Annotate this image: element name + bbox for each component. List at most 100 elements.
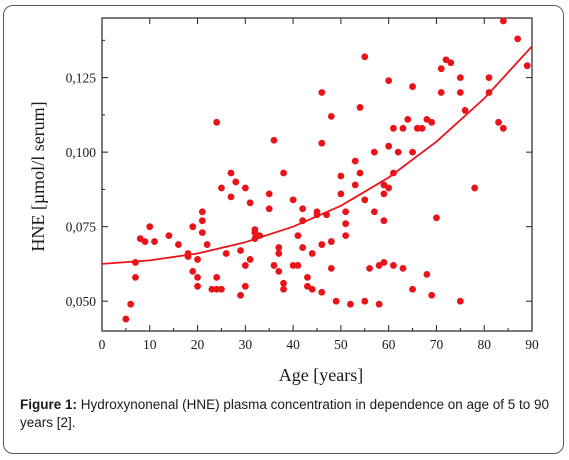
data-point [390, 262, 397, 269]
plot-frame [101, 17, 533, 332]
data-point [318, 139, 326, 147]
data-point [380, 190, 388, 198]
x-tick-label: 40 [286, 337, 300, 352]
trend-line [101, 45, 533, 265]
data-point [251, 226, 259, 234]
data-point [514, 35, 522, 43]
data-point [456, 74, 464, 82]
data-point [218, 184, 225, 192]
caption-label: Figure 1: [20, 397, 78, 412]
data-point [146, 223, 154, 231]
data-point [280, 285, 287, 293]
data-point [189, 267, 197, 275]
data-point [370, 208, 378, 216]
data-point [280, 279, 287, 287]
data-point [327, 112, 335, 120]
data-point [495, 118, 502, 126]
data-point [523, 62, 531, 70]
data-point [380, 217, 388, 225]
data-point [337, 190, 345, 198]
data-point [194, 282, 201, 290]
data-point [194, 273, 201, 281]
data-point [318, 241, 326, 248]
data-point [289, 262, 297, 269]
data-point [308, 250, 316, 257]
data-point [351, 157, 359, 165]
x-tick-label: 50 [334, 337, 348, 352]
data-point [342, 220, 350, 228]
data-point [213, 273, 221, 281]
data-point [203, 241, 211, 248]
data-point [485, 74, 493, 82]
data-point [366, 265, 373, 272]
data-point [456, 297, 464, 305]
data-point [127, 300, 135, 308]
data-point [218, 285, 225, 293]
data-point [356, 104, 364, 111]
data-point [399, 265, 407, 272]
data-point [189, 223, 197, 231]
data-point [246, 256, 254, 263]
data-point [175, 241, 182, 248]
data-point [318, 288, 326, 296]
y-tick-label: 0,125 [66, 71, 97, 86]
data-point [265, 190, 273, 198]
data-point [265, 205, 273, 213]
x-tick-label: 0 [99, 337, 106, 352]
data-point [361, 53, 369, 61]
data-point [447, 59, 455, 67]
data-point [308, 285, 316, 293]
data-point [385, 142, 393, 150]
data-point [418, 124, 426, 132]
data-point [327, 238, 335, 245]
data-point [471, 184, 479, 192]
data-point [270, 262, 278, 269]
data-point [227, 169, 235, 177]
data-point [433, 214, 440, 222]
data-point [208, 285, 216, 293]
caption-text: Hydroxynonenal (HNE) plasma concentratio… [20, 397, 550, 430]
data-point [375, 300, 383, 308]
data-point [198, 217, 206, 225]
data-point [151, 238, 158, 245]
y-tick-label: 0,075 [66, 220, 97, 235]
data-point [122, 315, 130, 323]
data-point [394, 148, 402, 156]
data-point [499, 17, 507, 25]
data-point [241, 262, 249, 269]
data-point [270, 136, 278, 144]
y-axis-title: HNE [µmol/l serum] [28, 101, 48, 251]
data-point [198, 208, 206, 216]
data-point [409, 148, 416, 156]
data-point [289, 196, 297, 204]
data-point [351, 181, 359, 189]
data-point [232, 178, 240, 186]
data-point [337, 172, 345, 180]
data-point [275, 250, 283, 257]
data-point [499, 124, 507, 132]
data-point [132, 273, 139, 281]
data-point [237, 247, 244, 254]
data-point [327, 265, 335, 272]
data-point [437, 65, 445, 73]
data-point [404, 115, 412, 123]
data-point [213, 285, 221, 293]
data-point [241, 282, 249, 290]
data-point [294, 232, 302, 240]
x-tick-label: 90 [525, 337, 539, 352]
y-tick-label: 0,100 [66, 145, 97, 160]
data-point [213, 118, 221, 126]
figure-caption: Figure 1: Hydroxynonenal (HNE) plasma co… [20, 396, 550, 432]
data-point [299, 205, 307, 213]
data-point [428, 291, 436, 299]
data-point [299, 244, 307, 251]
data-point [409, 83, 416, 90]
data-point [241, 184, 249, 192]
data-point [198, 229, 206, 237]
data-point [385, 77, 393, 84]
data-point [280, 169, 287, 177]
data-point [409, 285, 416, 293]
x-tick-label: 30 [239, 337, 253, 352]
data-point [361, 196, 369, 204]
data-point [222, 250, 230, 257]
